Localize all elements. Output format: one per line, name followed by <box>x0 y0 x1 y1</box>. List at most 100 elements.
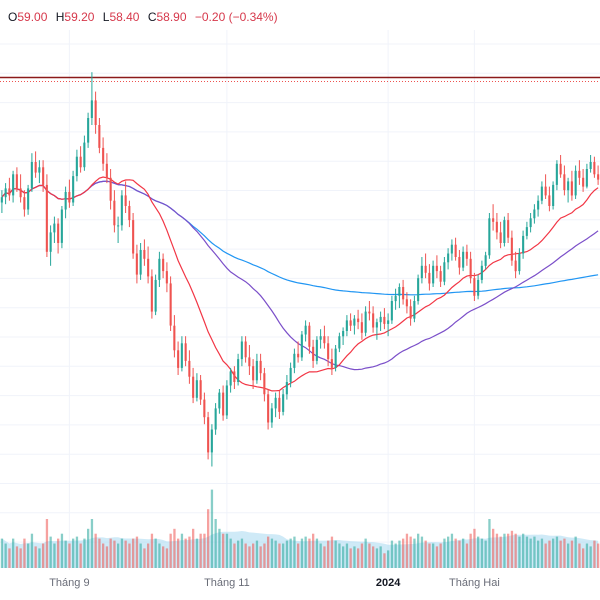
candle-body <box>139 250 142 275</box>
volume-bar <box>582 548 585 568</box>
candle-body <box>443 262 446 282</box>
ma-fast-line <box>1 176 599 392</box>
candle-body <box>30 162 33 189</box>
candle-body <box>274 397 277 409</box>
volume-bar <box>338 543 341 568</box>
volume-bar <box>173 528 176 568</box>
volume-bar <box>360 543 364 568</box>
volume-bar <box>312 533 315 568</box>
volume-bar <box>439 543 442 568</box>
candle-body <box>308 325 311 347</box>
candle-body <box>23 197 26 210</box>
candle-body <box>94 100 97 125</box>
candle-body <box>469 258 472 279</box>
volume-bar <box>214 519 217 568</box>
candle-body <box>267 394 270 423</box>
candle-body <box>57 223 60 243</box>
x-tick-label: Tháng 11 <box>204 577 250 589</box>
volume-bar <box>492 528 495 568</box>
volume-bar <box>139 543 142 568</box>
volume-bar <box>510 530 514 568</box>
candle-body <box>192 376 195 398</box>
candle-body <box>533 209 536 219</box>
close-label: C <box>147 10 157 24</box>
volume-bar <box>454 538 457 568</box>
volume-bar <box>450 533 454 568</box>
candle-body <box>158 258 161 280</box>
candle-body <box>27 188 30 210</box>
volume-bar <box>4 543 7 568</box>
candle-body <box>525 227 528 236</box>
candle-body <box>462 251 465 268</box>
candle-body <box>555 163 558 185</box>
candle-body <box>424 265 427 273</box>
volume-bar <box>394 543 397 568</box>
volume-bar <box>259 546 262 568</box>
volume-bar <box>267 536 270 568</box>
candle-body <box>454 244 457 257</box>
candle-body <box>72 176 75 203</box>
volume-bar <box>195 538 199 568</box>
candle-body <box>19 188 22 198</box>
candle-body <box>349 320 352 326</box>
volume-bar <box>484 540 487 568</box>
volume-bar <box>158 543 161 568</box>
candle-body <box>522 235 525 254</box>
candle-body <box>162 258 165 272</box>
volume-bar <box>128 543 131 568</box>
candle-body <box>289 367 292 382</box>
volume-bar <box>402 538 405 568</box>
candle-body <box>417 278 420 302</box>
candle-body <box>570 181 573 196</box>
candle-body <box>98 125 101 148</box>
candle-body <box>12 174 15 196</box>
volume-bar <box>180 533 184 568</box>
candle-body <box>154 279 157 312</box>
volume-bar <box>559 540 562 568</box>
volume-bar <box>132 538 135 568</box>
volume-bar <box>375 548 379 568</box>
volume-bar <box>30 533 34 568</box>
candle-body <box>195 380 198 398</box>
volume-bar <box>240 538 244 568</box>
candle-body <box>263 373 266 395</box>
open-label: O <box>8 10 18 24</box>
volume-bar <box>169 533 172 568</box>
volume-bar <box>184 538 187 568</box>
volume-bar <box>518 536 521 568</box>
volume-bar <box>319 543 322 568</box>
volume-bar <box>255 540 259 568</box>
volume-bar <box>102 543 105 568</box>
candle-body <box>229 371 232 386</box>
candle-body <box>597 174 600 180</box>
candle-body <box>214 408 217 430</box>
candle-body <box>124 195 127 206</box>
candle-body <box>147 258 150 277</box>
volume-bar <box>57 538 60 568</box>
volume-bar <box>27 543 30 568</box>
x-tick-label: Tháng 9 <box>49 577 89 589</box>
volume-bar <box>398 540 401 568</box>
candle-body <box>368 311 371 314</box>
candle-body <box>117 225 120 227</box>
volume-bar <box>79 543 82 568</box>
candle-body <box>327 343 330 360</box>
volume-bar <box>188 536 191 568</box>
volume-bar <box>8 548 11 568</box>
volume-bar <box>567 543 570 568</box>
candle-body <box>0 197 3 203</box>
candle-body <box>38 167 41 173</box>
volume-bar <box>203 533 206 568</box>
candle-body <box>143 250 146 259</box>
volume-bar <box>285 540 289 568</box>
candle-body <box>79 156 82 168</box>
volume-bar <box>315 538 319 568</box>
volume-bar <box>522 533 525 568</box>
candle-body <box>128 206 131 221</box>
candle-body <box>364 311 367 333</box>
candle-body <box>398 287 401 296</box>
volume-bar <box>154 538 157 568</box>
volume-bar <box>525 536 529 568</box>
